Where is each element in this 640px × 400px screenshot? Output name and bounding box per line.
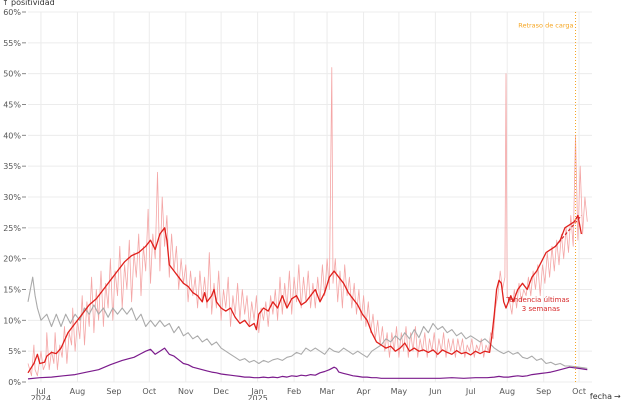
series-line-secondary (27, 276, 588, 369)
x-tick-label: Aug (70, 387, 86, 396)
series-group (27, 67, 588, 380)
y-tick-label: 25% (3, 224, 21, 233)
x-axis-arrow: → (614, 392, 621, 400)
y-tick-label: 45% (3, 101, 21, 110)
series-line-average (27, 214, 583, 374)
x-tick-year: 2024 (31, 394, 51, 400)
x-tick-label: Feb (287, 387, 301, 396)
series-line-tertiary (27, 347, 588, 380)
y-tick-label: 30% (3, 193, 21, 202)
x-tick-label: Dec (213, 387, 228, 396)
y-axis-title: positividad (11, 0, 55, 7)
y-tick-label: 55% (3, 39, 21, 48)
trend-annotation-line-2: 3 semanas (522, 305, 560, 313)
y-tick-label: 60% (3, 8, 21, 17)
x-tick-label: Jan (250, 387, 263, 396)
series-line-trend (555, 215, 582, 247)
gridlines (28, 11, 592, 383)
y-tick-label: 0% (8, 378, 21, 387)
y-tick-label: 40% (3, 131, 21, 140)
x-tick-label: Oct (572, 387, 586, 396)
delay-annotation: Retraso de carga (518, 21, 573, 29)
x-tick-label: Mar (320, 387, 336, 396)
x-tick-label: Sep (536, 387, 551, 396)
y-tick-label: 10% (3, 316, 21, 325)
x-tick-label: Sep (106, 387, 121, 396)
y-tick-label: 35% (3, 162, 21, 171)
annotations: Retraso de carga Tendencia últimas 3 sem… (505, 12, 577, 382)
y-tick-label: 20% (3, 255, 21, 264)
series-line-daily (27, 67, 588, 377)
y-axis: 0% 5% 10% 15% 20% 25% 30% 35% 40% 45% 50% 55% 60% (3, 8, 26, 387)
y-tick-label: 50% (3, 70, 21, 79)
x-tick-label: Jul (465, 387, 476, 396)
x-tick-label: Jun (428, 387, 442, 396)
x-tick-label: Oct (142, 387, 156, 396)
y-axis-arrow: ↑ (2, 0, 9, 7)
x-tick-label: Jul (35, 387, 46, 396)
x-tick-label: Aug (499, 387, 515, 396)
x-axis-title: fecha (590, 392, 612, 400)
x-tick-year: 2025 (247, 394, 267, 400)
trend-annotation-line-1: Tendencia últimas (505, 296, 570, 304)
x-tick-label: Apr (357, 387, 372, 396)
y-tick-label: 5% (8, 347, 21, 356)
y-tick-label: 15% (3, 286, 21, 295)
x-tick-label: May (391, 387, 408, 396)
x-tick-label: Nov (178, 387, 194, 396)
